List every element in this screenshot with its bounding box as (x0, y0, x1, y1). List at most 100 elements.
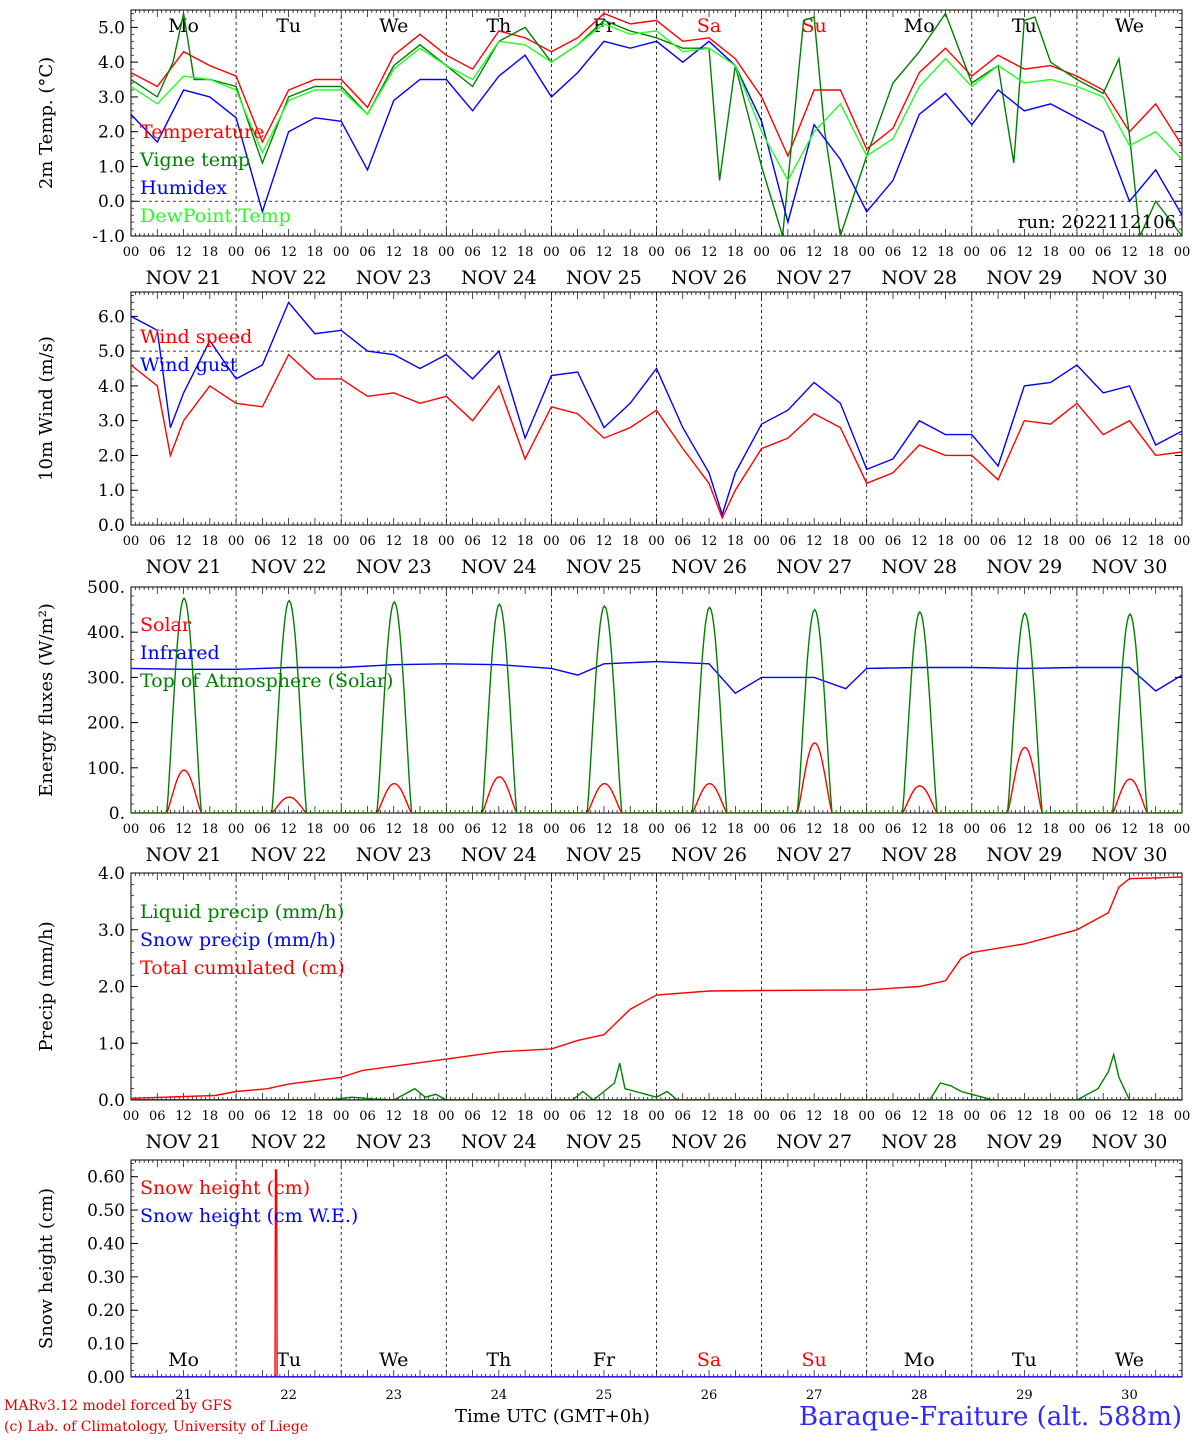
weekday-label: We (379, 15, 408, 37)
hour-tick-label: 18 (307, 1109, 324, 1124)
weekday-label: Sa (697, 15, 721, 37)
hour-tick-label: 00 (964, 245, 981, 260)
day-label: NOV 30 (1092, 1131, 1168, 1153)
day-label: NOV 24 (461, 267, 537, 289)
hour-tick-label: 12 (911, 1109, 928, 1124)
y-tick-label: 2.0 (98, 978, 125, 998)
hour-tick-label: 18 (1147, 822, 1164, 837)
y-axis-label: 10m Wind (m/s) (36, 336, 57, 481)
legend-entry: Wind gust (140, 354, 238, 376)
hour-tick-label: 12 (491, 534, 508, 549)
hour-tick-label: 06 (464, 1109, 481, 1124)
hour-tick-label: 00 (543, 822, 560, 837)
y-tick-label: 0.0 (98, 1091, 125, 1111)
hour-tick-label: 12 (175, 534, 192, 549)
weekday-label: We (1115, 15, 1144, 37)
hour-tick-label: 18 (202, 245, 219, 260)
hour-tick-label: 18 (727, 534, 744, 549)
hour-tick-label: 06 (885, 245, 902, 260)
weekday-label: Tu (276, 15, 301, 37)
day-label: NOV 28 (881, 556, 957, 578)
day-label: NOV 28 (881, 844, 957, 866)
hour-tick-label: 00 (123, 1109, 140, 1124)
weekday-label: Th (486, 1349, 511, 1371)
legend-entry: Temperature (140, 121, 264, 143)
series-line-wind-gust (131, 301, 1182, 517)
hour-tick-label: 12 (1016, 822, 1033, 837)
hour-tick-label: 12 (1016, 1109, 1033, 1124)
day-label: NOV 29 (986, 844, 1062, 866)
y-tick-label: 500. (87, 578, 125, 598)
day-label: NOV 24 (461, 556, 537, 578)
hour-tick-label: 18 (832, 245, 849, 260)
day-label: NOV 26 (671, 556, 747, 578)
hour-tick-label: 18 (1042, 822, 1059, 837)
hour-tick-label: 18 (307, 245, 324, 260)
hour-tick-label: 18 (202, 1109, 219, 1124)
hour-tick-label: 06 (254, 822, 271, 837)
hour-tick-label: 06 (885, 822, 902, 837)
model-credit: MARv3.12 model forced by GFS (4, 1398, 233, 1414)
hour-tick-label: 00 (1174, 1109, 1191, 1124)
weekday-label: Mo (904, 1349, 935, 1371)
hour-tick-label: 12 (701, 1109, 718, 1124)
day-number-label: 22 (280, 1388, 297, 1403)
hour-tick-label: 12 (596, 1109, 613, 1124)
legend-entry: Total cumulated (cm) (140, 957, 345, 979)
hour-tick-label: 06 (990, 534, 1007, 549)
weekday-label: We (379, 1349, 408, 1371)
day-label: NOV 25 (566, 1131, 642, 1153)
day-label: NOV 22 (251, 1131, 327, 1153)
legend-entry: Wind speed (140, 326, 252, 348)
hour-tick-label: 00 (964, 534, 981, 549)
hour-tick-label: 12 (806, 534, 823, 549)
y-tick-label: 0.20 (87, 1301, 125, 1321)
run-annotation: run: 2022112106 (1018, 212, 1176, 233)
day-label: NOV 30 (1092, 844, 1168, 866)
hour-tick-label: 06 (990, 1109, 1007, 1124)
hour-tick-label: 18 (937, 245, 954, 260)
day-label: NOV 22 (251, 556, 327, 578)
hour-tick-label: 06 (780, 1109, 797, 1124)
y-tick-label: 1.0 (98, 157, 125, 177)
y-axis-label: 2m Temp. (°C) (36, 57, 57, 189)
weekday-label: Tu (276, 1349, 301, 1371)
day-label: NOV 30 (1092, 267, 1168, 289)
hour-tick-label: 18 (622, 822, 639, 837)
weekday-label: We (1115, 1349, 1144, 1371)
legend-entry: Infrared (140, 642, 220, 664)
y-tick-label: 2.0 (98, 123, 125, 143)
hour-tick-label: 06 (254, 245, 271, 260)
hour-tick-label: 06 (780, 822, 797, 837)
hour-tick-label: 12 (911, 534, 928, 549)
hour-tick-label: 00 (964, 822, 981, 837)
hour-tick-label: 18 (937, 1109, 954, 1124)
hour-tick-label: 06 (885, 1109, 902, 1124)
hour-tick-label: 18 (517, 245, 534, 260)
hour-tick-label: 18 (1147, 1109, 1164, 1124)
series-line-humidex (131, 40, 1182, 225)
day-number-label: 28 (911, 1388, 928, 1403)
hour-tick-label: 18 (1042, 534, 1059, 549)
hour-tick-label: 06 (464, 822, 481, 837)
day-number-label: 25 (596, 1388, 613, 1403)
hour-tick-label: 06 (990, 245, 1007, 260)
hour-tick-label: 18 (307, 822, 324, 837)
hour-tick-label: 06 (254, 534, 271, 549)
hour-tick-label: 00 (228, 822, 245, 837)
weekday-label: Mo (168, 15, 199, 37)
legend-entry: DewPoint Temp (140, 205, 291, 227)
hour-tick-label: 12 (491, 1109, 508, 1124)
hour-tick-label: 00 (964, 1109, 981, 1124)
hour-tick-label: 12 (806, 245, 823, 260)
hour-tick-label: 06 (359, 822, 376, 837)
hour-tick-label: 00 (1174, 822, 1191, 837)
day-label: NOV 25 (566, 267, 642, 289)
hour-tick-label: 18 (307, 534, 324, 549)
day-label: NOV 28 (881, 1131, 957, 1153)
y-tick-label: 4.0 (98, 53, 125, 73)
y-tick-label: 0.50 (87, 1201, 125, 1221)
series-line-dewpoint-temp (131, 23, 1182, 182)
y-tick-label: 5.0 (98, 18, 125, 38)
y-tick-label: 1.0 (98, 1034, 125, 1054)
